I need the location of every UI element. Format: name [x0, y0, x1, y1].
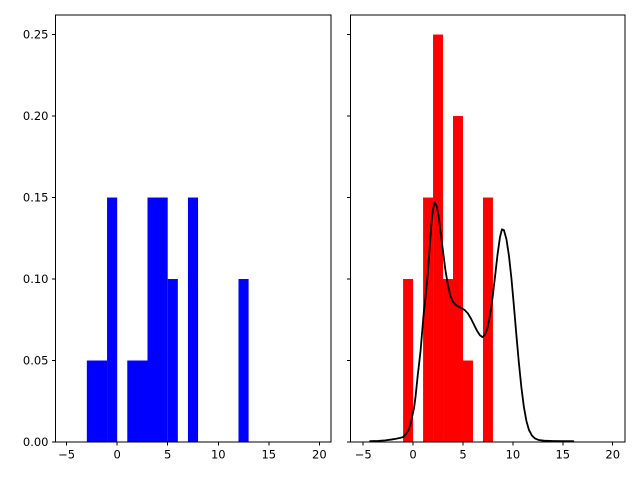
histogram-bar [147, 197, 168, 442]
histogram-bar [482, 197, 493, 442]
x-tick-label: 5 [459, 448, 466, 462]
y-tick-label: 0.20 [23, 109, 49, 123]
histogram-bar [238, 279, 249, 442]
y-tick-label: 0.10 [23, 272, 49, 286]
x-tick-label: 5 [164, 448, 171, 462]
x-tick-label: 0 [114, 448, 121, 462]
subplot-right: −5 0 5 10 15 20 [347, 14, 626, 462]
histogram-bar [86, 360, 108, 442]
histogram-bar [167, 279, 178, 442]
x-tick-label: 15 [261, 448, 276, 462]
histogram-bar [463, 360, 473, 442]
x-tick-label: 10 [506, 448, 521, 462]
x-tick-label: 15 [555, 448, 570, 462]
histogram-bar [403, 279, 414, 442]
y-tick-label: 0.00 [23, 435, 49, 449]
subplot-left: −5 0 5 10 15 20 0.00 0.05 0.10 0.15 0.20 0.25 [23, 14, 332, 462]
histogram-bar [187, 197, 199, 442]
x-tick-label: 20 [605, 448, 620, 462]
x-tick-label: 10 [211, 448, 226, 462]
x-tick-label: −5 [355, 448, 372, 462]
x-tick-label: 0 [409, 448, 416, 462]
histogram-bar [453, 116, 463, 443]
y-tick-label: 0.25 [23, 28, 49, 42]
histogram-bar [127, 360, 148, 442]
x-tick-label: 20 [312, 448, 327, 462]
kde-curve [369, 201, 575, 443]
axes-frame [350, 14, 626, 443]
y-tick-label: 0.15 [23, 191, 49, 205]
y-tick-label: 0.05 [23, 354, 49, 368]
axes-frame [55, 14, 332, 443]
histogram-bar [433, 34, 444, 443]
histogram-bar [107, 197, 118, 442]
x-tick-label: −5 [58, 448, 75, 462]
histogram-bar [443, 279, 454, 442]
histogram-bar [423, 197, 434, 442]
